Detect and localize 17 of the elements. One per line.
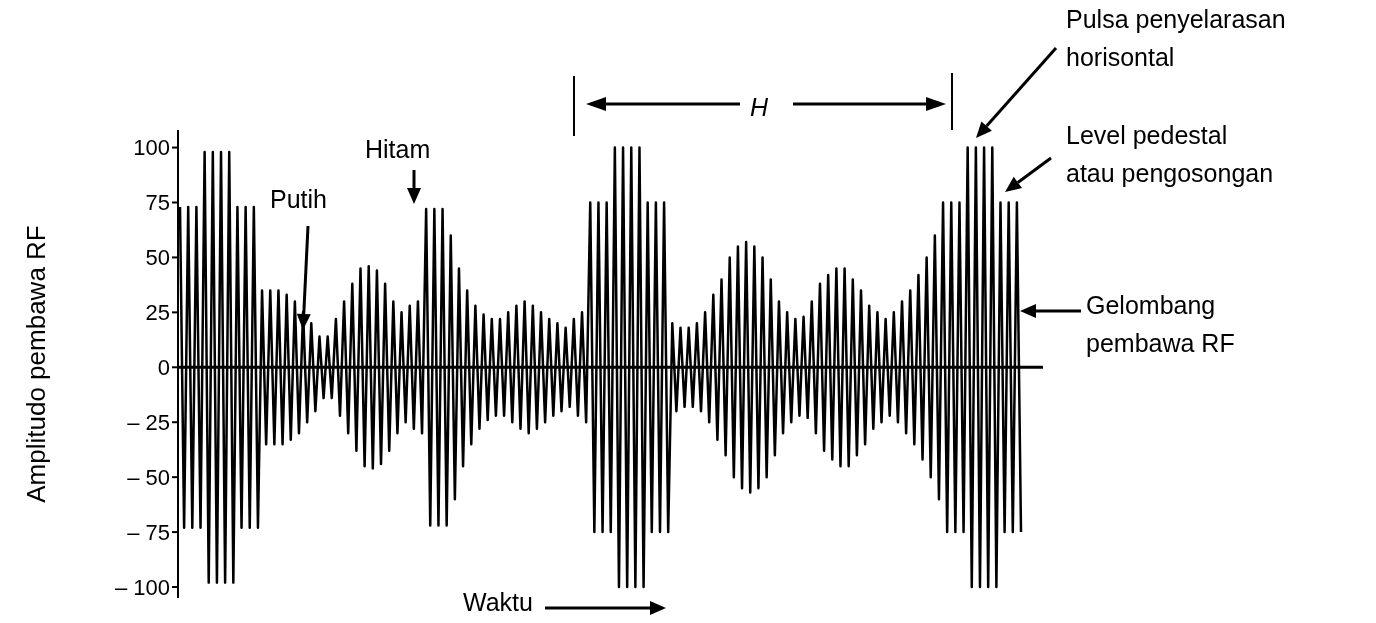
text: Level pedestal atau pengosongan xyxy=(1066,120,1275,189)
y-tick-label: – 25 xyxy=(127,410,170,436)
annotation: Putih xyxy=(270,184,328,215)
y-tick-label: – 100 xyxy=(114,574,170,600)
y-tick-label: 100 xyxy=(133,135,170,161)
y-axis-title: Amplitudo pembawa RF xyxy=(21,225,52,503)
y-tick-label: 0 xyxy=(157,355,170,381)
text: H xyxy=(750,92,770,123)
y-tick-label: 25 xyxy=(145,300,170,326)
y-tick-label: – 75 xyxy=(127,519,170,545)
x-axis-title: Waktu xyxy=(463,588,533,617)
text: Gelombang pembawa RF xyxy=(1086,290,1236,359)
y-tick-label: 75 xyxy=(145,190,170,216)
y-tick-label: – 50 xyxy=(127,464,170,490)
y-tick-label: 50 xyxy=(145,245,170,271)
annotation: Hitam xyxy=(365,134,432,165)
text: Pulsa penyelarasan horisontal xyxy=(1066,4,1287,73)
